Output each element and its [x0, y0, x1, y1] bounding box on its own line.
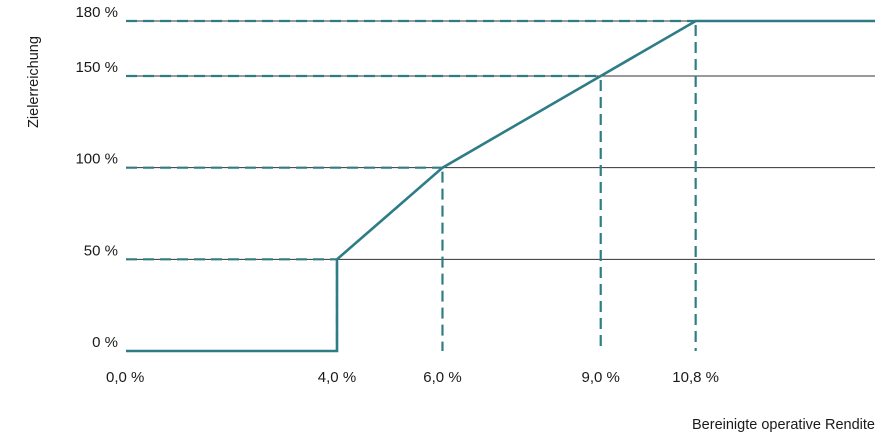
x-tick-label-3: 9,0 %: [582, 369, 620, 386]
grid-lines: [126, 20, 875, 260]
y-axis-title: Zielerreichung: [26, 36, 42, 128]
x-tick-label-1: 4,0 %: [318, 369, 356, 386]
series-line-0: [126, 19, 875, 353]
y-tick-label-0: 0 %: [92, 334, 118, 351]
series-lines: [126, 19, 875, 353]
x-tick-labels: 0,0 % 4,0 % 6,0 % 9,0 % 10,8 %: [106, 369, 719, 386]
x-tick-label-0: 0,0 %: [106, 369, 144, 386]
x-tick-label-2: 6,0 %: [423, 369, 461, 386]
y-tick-label-3: 150 %: [75, 59, 118, 76]
y-tick-label-1: 50 %: [84, 242, 118, 259]
y-tick-label-4: 180 %: [75, 4, 118, 21]
x-axis-title: Bereinigte operative Rendite: [692, 417, 875, 433]
x-tick-label-4: 10,8 %: [672, 369, 719, 386]
y-tick-label-2: 100 %: [75, 151, 118, 168]
y-tick-labels: 0 % 50 % 100 % 150 % 180 %: [75, 4, 118, 351]
